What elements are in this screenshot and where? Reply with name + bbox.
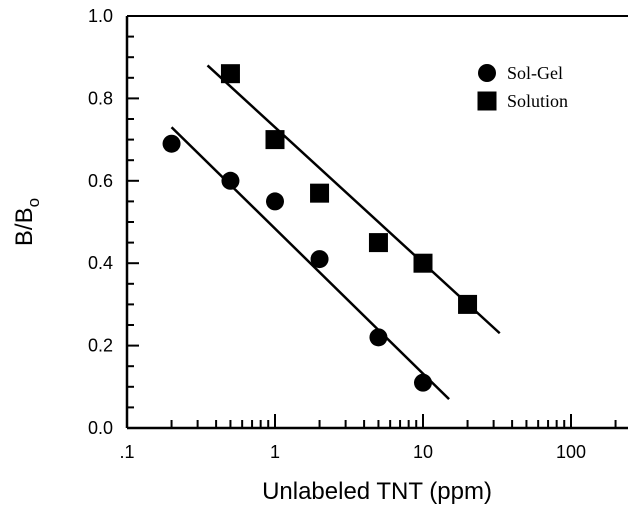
y-tick-label: 0.4 xyxy=(88,253,113,273)
y-tick-label: 0.8 xyxy=(88,88,113,108)
square-point xyxy=(310,183,330,203)
x-tick-label: 10 xyxy=(413,442,433,462)
square-point xyxy=(368,233,388,253)
x-tick-label: .1 xyxy=(119,442,134,462)
y-axis-title-main: B/B xyxy=(11,207,38,246)
y-tick-label: 1.0 xyxy=(88,6,113,26)
ticks: 0.0 0.2 0.4 0.6 0.8 1.0 .1 1 10 100 xyxy=(88,6,617,462)
y-tick-label: 0.2 xyxy=(88,336,113,356)
circle-point xyxy=(266,192,284,211)
fit-line xyxy=(170,126,450,401)
circle-point xyxy=(369,328,388,347)
x-axis-title: Unlabeled TNT (ppm) xyxy=(262,478,492,505)
circle-point xyxy=(162,134,181,153)
legend-label: Solution xyxy=(507,91,568,111)
data-points xyxy=(162,64,478,392)
circle-point xyxy=(221,171,240,190)
circle-point xyxy=(414,373,432,392)
legend: Sol-Gel Solution xyxy=(477,63,568,111)
legend-label: Sol-Gel xyxy=(507,63,563,83)
y-axis-title-subscript: o xyxy=(24,198,43,207)
square-point xyxy=(265,130,285,150)
square-point xyxy=(458,294,478,314)
y-tick-label: 0.6 xyxy=(88,171,113,191)
x-tick-label: 1 xyxy=(270,442,280,462)
y-tick-label: 0.0 xyxy=(88,418,113,438)
legend-marker xyxy=(477,91,497,111)
square-point xyxy=(413,253,433,273)
x-tick-label: 100 xyxy=(556,442,586,462)
fit-line xyxy=(206,64,501,335)
legend-marker xyxy=(478,64,496,82)
circle-point xyxy=(310,250,329,269)
fit-lines xyxy=(170,64,501,401)
y-axis-title: B/Bo xyxy=(11,198,43,246)
square-point xyxy=(220,64,240,84)
